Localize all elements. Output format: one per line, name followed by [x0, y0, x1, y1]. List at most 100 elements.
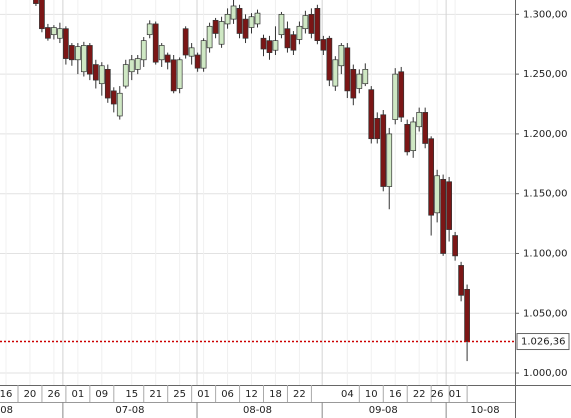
month-label: -08: [0, 405, 13, 416]
candle-body-up: [248, 16, 255, 28]
x-tick-label: 18: [269, 389, 282, 400]
candle-body-up: [230, 5, 237, 20]
month-label: 10-08: [471, 405, 500, 416]
y-tick-label: 1.050,00: [523, 308, 568, 319]
candle-body-down: [440, 178, 446, 254]
candle-body-down: [86, 45, 93, 75]
x-tick-label: 22: [293, 389, 306, 400]
candle-body-down: [452, 235, 458, 257]
candle-body-up: [116, 92, 123, 117]
last-price-box: [516, 333, 570, 351]
candle-body-down: [464, 288, 470, 342]
candle-body-up: [80, 45, 87, 73]
candle-body-up: [434, 175, 441, 214]
x-tick-label: 26: [431, 389, 444, 400]
candle-body-up: [57, 28, 63, 39]
candle-body-up: [296, 25, 303, 40]
candle-body-down: [63, 28, 69, 59]
x-tick-label: 06: [221, 389, 234, 400]
candle-body-down: [428, 138, 435, 216]
candle-body-up: [146, 23, 153, 36]
candle-body-up: [416, 112, 423, 128]
y-tick-label: 1.250,00: [523, 69, 568, 80]
x-tick-label: 22: [413, 389, 426, 400]
y-tick-label: 1.200,00: [523, 129, 568, 140]
candle-body-up: [338, 45, 345, 67]
candle-body-down: [326, 37, 333, 81]
candle-body-up: [122, 64, 129, 87]
candle-body-up: [356, 73, 363, 89]
y-tick-label: 1.100,00: [523, 248, 568, 259]
candle-body-down: [152, 23, 159, 63]
candle-body-down: [266, 40, 273, 53]
candle-body-up: [98, 65, 105, 85]
candle-body-down: [69, 45, 75, 61]
x-tick-label: 01: [449, 389, 462, 400]
candle-body-up: [278, 13, 285, 36]
candle-body-down: [164, 54, 171, 63]
candle-body-down: [182, 28, 189, 56]
candle-body-up: [200, 40, 207, 69]
candle-body-up: [158, 45, 165, 61]
grid: [0, 0, 515, 385]
candle-body-down: [320, 39, 327, 51]
candle-body-down: [39, 0, 45, 30]
candle-body-down: [380, 114, 387, 187]
candle-body-down: [45, 27, 51, 39]
candle-body-down: [260, 37, 267, 50]
x-tick-label: 04: [341, 389, 354, 400]
candle-body-down: [104, 68, 111, 99]
x-tick-label: 21: [149, 389, 162, 400]
candle-body-down: [33, 0, 39, 4]
x-tick-label: 10: [365, 389, 378, 400]
candle-body-down: [398, 71, 405, 118]
x-tick-label: 26: [48, 389, 61, 400]
y-tick-label: 1.150,00: [523, 189, 568, 200]
candle-body-down: [368, 89, 375, 140]
candle-body-down: [242, 18, 249, 39]
candle-body-down: [422, 112, 429, 144]
candle-body-down: [92, 64, 99, 81]
candle-body-down: [194, 54, 201, 69]
candle-body-up: [140, 40, 147, 61]
x-tick-label: 09: [95, 389, 108, 400]
candle-body-down: [446, 181, 452, 230]
candle-body-down: [374, 118, 381, 140]
x-tick-label: 12: [245, 389, 258, 400]
last-price-label: 1.026,36: [521, 337, 566, 348]
candle-body-down: [404, 123, 411, 153]
candle-body-up: [128, 59, 135, 73]
candle-body-down: [344, 47, 351, 92]
x-tick-label: 25: [173, 389, 186, 400]
candle-body-up: [224, 13, 231, 25]
month-label: 09-08: [369, 405, 398, 416]
x-tick-label: 15: [125, 389, 138, 400]
x-tick-label: 16: [389, 389, 402, 400]
candle-body-up: [74, 46, 81, 61]
y-tick-label: 1.300,00: [523, 9, 568, 20]
candle-body-up: [188, 47, 195, 57]
candles: [0, 0, 515, 362]
candle-body-down: [290, 34, 297, 51]
candle-body-down: [314, 8, 321, 42]
month-label: 08-08: [243, 405, 272, 416]
candle-body-down: [110, 90, 117, 105]
candle-body-up: [302, 15, 309, 30]
y-tick-label: 1.000,00: [523, 368, 568, 379]
candle-body-up: [218, 21, 225, 45]
candle-body-up: [134, 58, 141, 70]
candle-body-up: [51, 27, 57, 36]
x-tick-label: 01: [197, 389, 210, 400]
x-tick-label: 20: [24, 389, 37, 400]
candle-body-down: [212, 19, 219, 34]
x-tick-label: 01: [71, 389, 84, 400]
candle-body-up: [386, 133, 393, 187]
candle-body-down: [170, 59, 177, 92]
candle-body-up: [206, 25, 213, 49]
candle-body-down: [308, 13, 315, 34]
candle-body-up: [176, 59, 183, 89]
candle-body-up: [410, 121, 417, 152]
candle-body-up: [254, 12, 261, 25]
